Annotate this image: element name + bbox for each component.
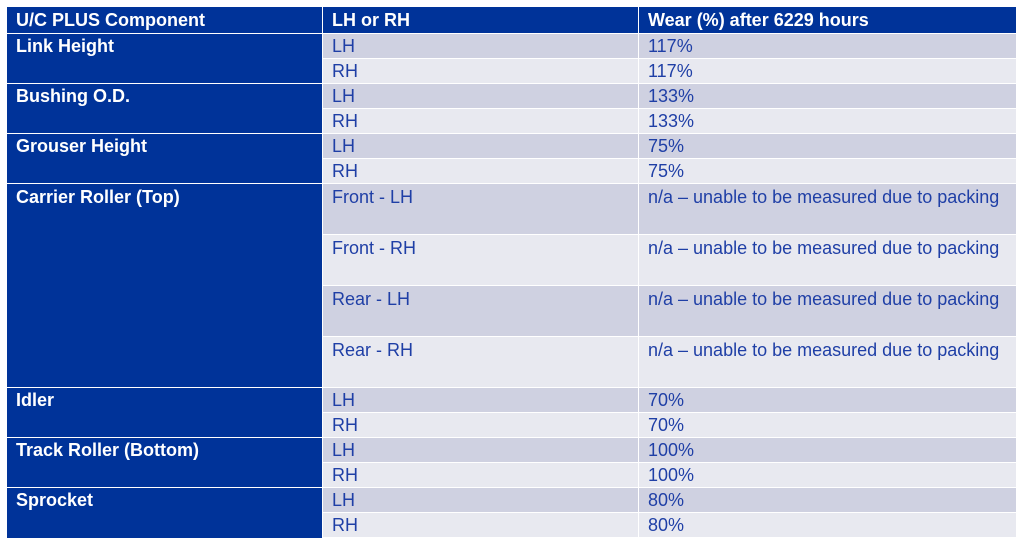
wear-cell: 75% — [638, 158, 1017, 184]
component-cell — [6, 512, 323, 538]
wear-cell: 80% — [638, 512, 1017, 538]
table-row: RH 117% — [6, 58, 1017, 84]
side-cell: Front - RH — [322, 234, 639, 286]
table-row: Grouser Height LH 75% — [6, 133, 1017, 159]
component-cell — [6, 158, 323, 184]
table-row: Track Roller (Bottom) LH 100% — [6, 437, 1017, 463]
table-row: Rear - LH n/a – unable to be measured du… — [6, 285, 1017, 337]
table-row: Link Height LH 117% — [6, 33, 1017, 59]
table-row: Idler LH 70% — [6, 387, 1017, 413]
component-cell: Idler — [6, 387, 323, 413]
side-cell: RH — [322, 512, 639, 538]
table-row: RH 70% — [6, 412, 1017, 438]
wear-cell: 100% — [638, 462, 1017, 488]
table-row: RH 133% — [6, 108, 1017, 134]
side-cell: LH — [322, 437, 639, 463]
side-cell: LH — [322, 133, 639, 159]
side-cell: RH — [322, 412, 639, 438]
component-cell: Bushing O.D. — [6, 83, 323, 109]
side-cell: RH — [322, 108, 639, 134]
side-cell: Rear - RH — [322, 336, 639, 388]
header-component: U/C PLUS Component — [6, 6, 323, 34]
header-wear: Wear (%) after 6229 hours — [638, 6, 1017, 34]
table-row: Bushing O.D. LH 133% — [6, 83, 1017, 109]
wear-cell: 117% — [638, 58, 1017, 84]
component-cell: Grouser Height — [6, 133, 323, 159]
wear-cell: n/a – unable to be measured due to packi… — [638, 336, 1017, 388]
wear-cell: 70% — [638, 412, 1017, 438]
component-cell — [6, 336, 323, 388]
table-row: Front - RH n/a – unable to be measured d… — [6, 234, 1017, 286]
component-cell — [6, 108, 323, 134]
table-header-row: U/C PLUS Component LH or RH Wear (%) aft… — [6, 6, 1017, 34]
table-row: RH 80% — [6, 512, 1017, 538]
component-cell: Carrier Roller (Top) — [6, 183, 323, 235]
table-row: Carrier Roller (Top) Front - LH n/a – un… — [6, 183, 1017, 235]
wear-table: U/C PLUS Component LH or RH Wear (%) aft… — [6, 6, 1017, 538]
component-cell: Link Height — [6, 33, 323, 59]
table-row: RH 75% — [6, 158, 1017, 184]
side-cell: LH — [322, 33, 639, 59]
component-cell — [6, 285, 323, 337]
table-row: Sprocket LH 80% — [6, 487, 1017, 513]
side-cell: Rear - LH — [322, 285, 639, 337]
wear-cell: n/a – unable to be measured due to packi… — [638, 285, 1017, 337]
component-cell — [6, 462, 323, 488]
side-cell: LH — [322, 487, 639, 513]
wear-cell: 70% — [638, 387, 1017, 413]
wear-cell: 117% — [638, 33, 1017, 59]
side-cell: RH — [322, 158, 639, 184]
wear-cell: 133% — [638, 108, 1017, 134]
side-cell: RH — [322, 462, 639, 488]
component-cell: Track Roller (Bottom) — [6, 437, 323, 463]
wear-cell: 133% — [638, 83, 1017, 109]
header-side: LH or RH — [322, 6, 639, 34]
component-cell — [6, 58, 323, 84]
component-cell — [6, 234, 323, 286]
wear-cell: 100% — [638, 437, 1017, 463]
side-cell: LH — [322, 83, 639, 109]
side-cell: Front - LH — [322, 183, 639, 235]
component-cell — [6, 412, 323, 438]
side-cell: RH — [322, 58, 639, 84]
table-row: Rear - RH n/a – unable to be measured du… — [6, 336, 1017, 388]
wear-cell: 80% — [638, 487, 1017, 513]
table-row: RH 100% — [6, 462, 1017, 488]
wear-cell: n/a – unable to be measured due to packi… — [638, 234, 1017, 286]
side-cell: LH — [322, 387, 639, 413]
component-cell: Sprocket — [6, 487, 323, 513]
wear-cell: 75% — [638, 133, 1017, 159]
wear-cell: n/a – unable to be measured due to packi… — [638, 183, 1017, 235]
